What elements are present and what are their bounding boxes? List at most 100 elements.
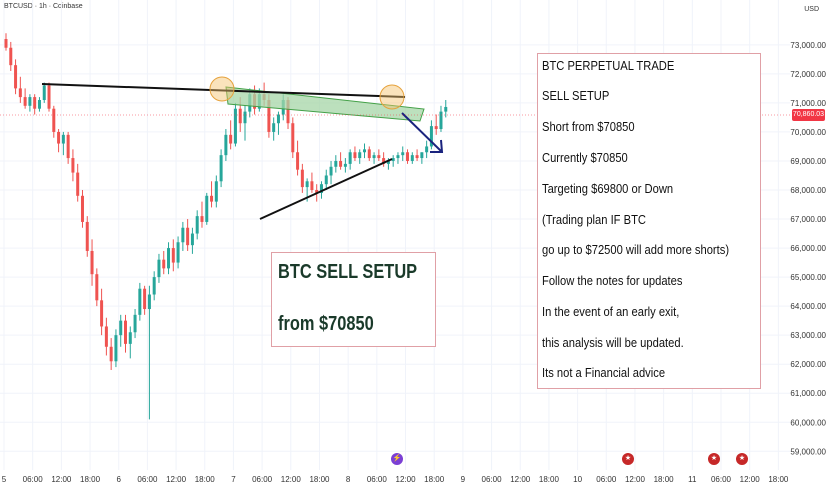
y-tick-label: 71,000.00 (790, 99, 826, 108)
note-line: SELL SETUP (542, 88, 610, 103)
candle-body (119, 320, 123, 336)
candle-body (85, 221, 89, 251)
x-tick-label: 12:00 (281, 475, 302, 484)
candle-body (372, 155, 376, 159)
candle-body (80, 195, 84, 222)
symbol-header: BTCUSD · 1h · Coinbase (4, 3, 83, 10)
candle-body (219, 155, 223, 182)
candle (425, 140, 429, 159)
candle (28, 94, 32, 112)
us-flag-event-icon[interactable]: ★ (708, 453, 720, 465)
candle-body (42, 85, 46, 100)
candle (214, 175, 218, 208)
candle (167, 242, 171, 275)
candle-body (286, 100, 290, 124)
candle-body (205, 195, 209, 222)
candle-body (133, 314, 137, 333)
candle (339, 152, 343, 170)
candle-body (410, 155, 414, 161)
us-flag-event-icon[interactable]: ★ (736, 453, 748, 465)
candle (42, 82, 46, 103)
candle-body (104, 326, 108, 347)
candle (128, 326, 132, 359)
candle (152, 271, 156, 301)
candle (47, 82, 51, 112)
x-tick-label: 11 (688, 475, 697, 484)
y-tick-label: 61,000.00 (790, 389, 826, 398)
candle-body (138, 288, 142, 315)
candle-body (152, 277, 156, 295)
note-line: Targeting $69800 or Down (542, 181, 674, 196)
note-line: Its not a Financial advice (542, 365, 666, 380)
y-tick-label: 69,000.00 (790, 157, 826, 166)
candle-body (157, 259, 161, 278)
candle (300, 163, 304, 193)
us-flag-event-icon[interactable]: ★ (622, 453, 634, 465)
candle-body (300, 169, 304, 188)
note-line: BTC PERPETUAL TRADE (542, 58, 675, 73)
y-tick-label: 67,000.00 (790, 215, 826, 224)
candle-body (444, 106, 448, 112)
candle (329, 160, 333, 185)
candle-body (353, 152, 357, 159)
candle-body (406, 152, 410, 161)
candle-body (296, 152, 300, 170)
candle-layer (4, 33, 448, 420)
x-tick-label: 18:00 (539, 475, 560, 484)
candle (229, 120, 233, 150)
x-tick-label: 18:00 (424, 475, 445, 484)
candle-body (181, 227, 185, 243)
x-tick-label: 9 (461, 475, 466, 484)
candle-body (439, 111, 443, 130)
candle-body (23, 97, 27, 106)
candle (401, 146, 405, 161)
x-tick-label: 12:00 (625, 475, 646, 484)
x-tick-label: 06:00 (482, 475, 503, 484)
candle (80, 190, 84, 228)
candle-body (276, 114, 280, 124)
candle-body (167, 248, 171, 269)
candle (391, 155, 395, 167)
candle-body (195, 216, 199, 234)
candle (143, 285, 147, 315)
x-tick-label: 7 (231, 475, 236, 484)
candle (310, 172, 314, 193)
candle (291, 117, 295, 159)
y-tick-label: 63,000.00 (790, 331, 826, 340)
candle (85, 216, 89, 257)
candle-body (190, 233, 194, 246)
candle-body (200, 216, 204, 222)
y-tick-label: 60,000.00 (790, 418, 826, 427)
candle-body (401, 152, 405, 156)
candle (133, 309, 137, 339)
candle (343, 158, 347, 173)
candle (9, 41, 13, 71)
candle (4, 33, 8, 51)
note-line: Short from $70850 (542, 119, 635, 134)
note-line: go up to $72500 will add more shorts) (542, 242, 730, 257)
x-tick-label: 6 (116, 475, 121, 484)
x-tick-label: 10 (573, 475, 582, 484)
candle-body (100, 300, 104, 327)
candle (382, 152, 386, 167)
candle-body (238, 108, 242, 124)
candle-body (224, 134, 228, 156)
lightning-event-icon[interactable]: ⚡ (391, 453, 403, 465)
candle (76, 163, 80, 202)
candle-body (61, 134, 65, 144)
candle (363, 143, 366, 159)
candle (147, 285, 151, 420)
candle-body (363, 149, 366, 153)
y-tick-label: 72,000.00 (790, 70, 826, 79)
last-price-tag: 70,860.03 (792, 109, 825, 121)
candle-body (229, 134, 233, 144)
candle-body (415, 155, 419, 159)
candle-body (57, 131, 61, 144)
trade-notes-box: BTC PERPETUAL TRADE SELL SETUP Short fro… (537, 53, 761, 389)
candle-body (420, 152, 424, 159)
candle (100, 288, 104, 336)
candle-body (176, 242, 180, 263)
candle-body (186, 227, 190, 246)
candle (444, 100, 448, 118)
setup-title: BTC SELL SETUP (278, 261, 418, 283)
